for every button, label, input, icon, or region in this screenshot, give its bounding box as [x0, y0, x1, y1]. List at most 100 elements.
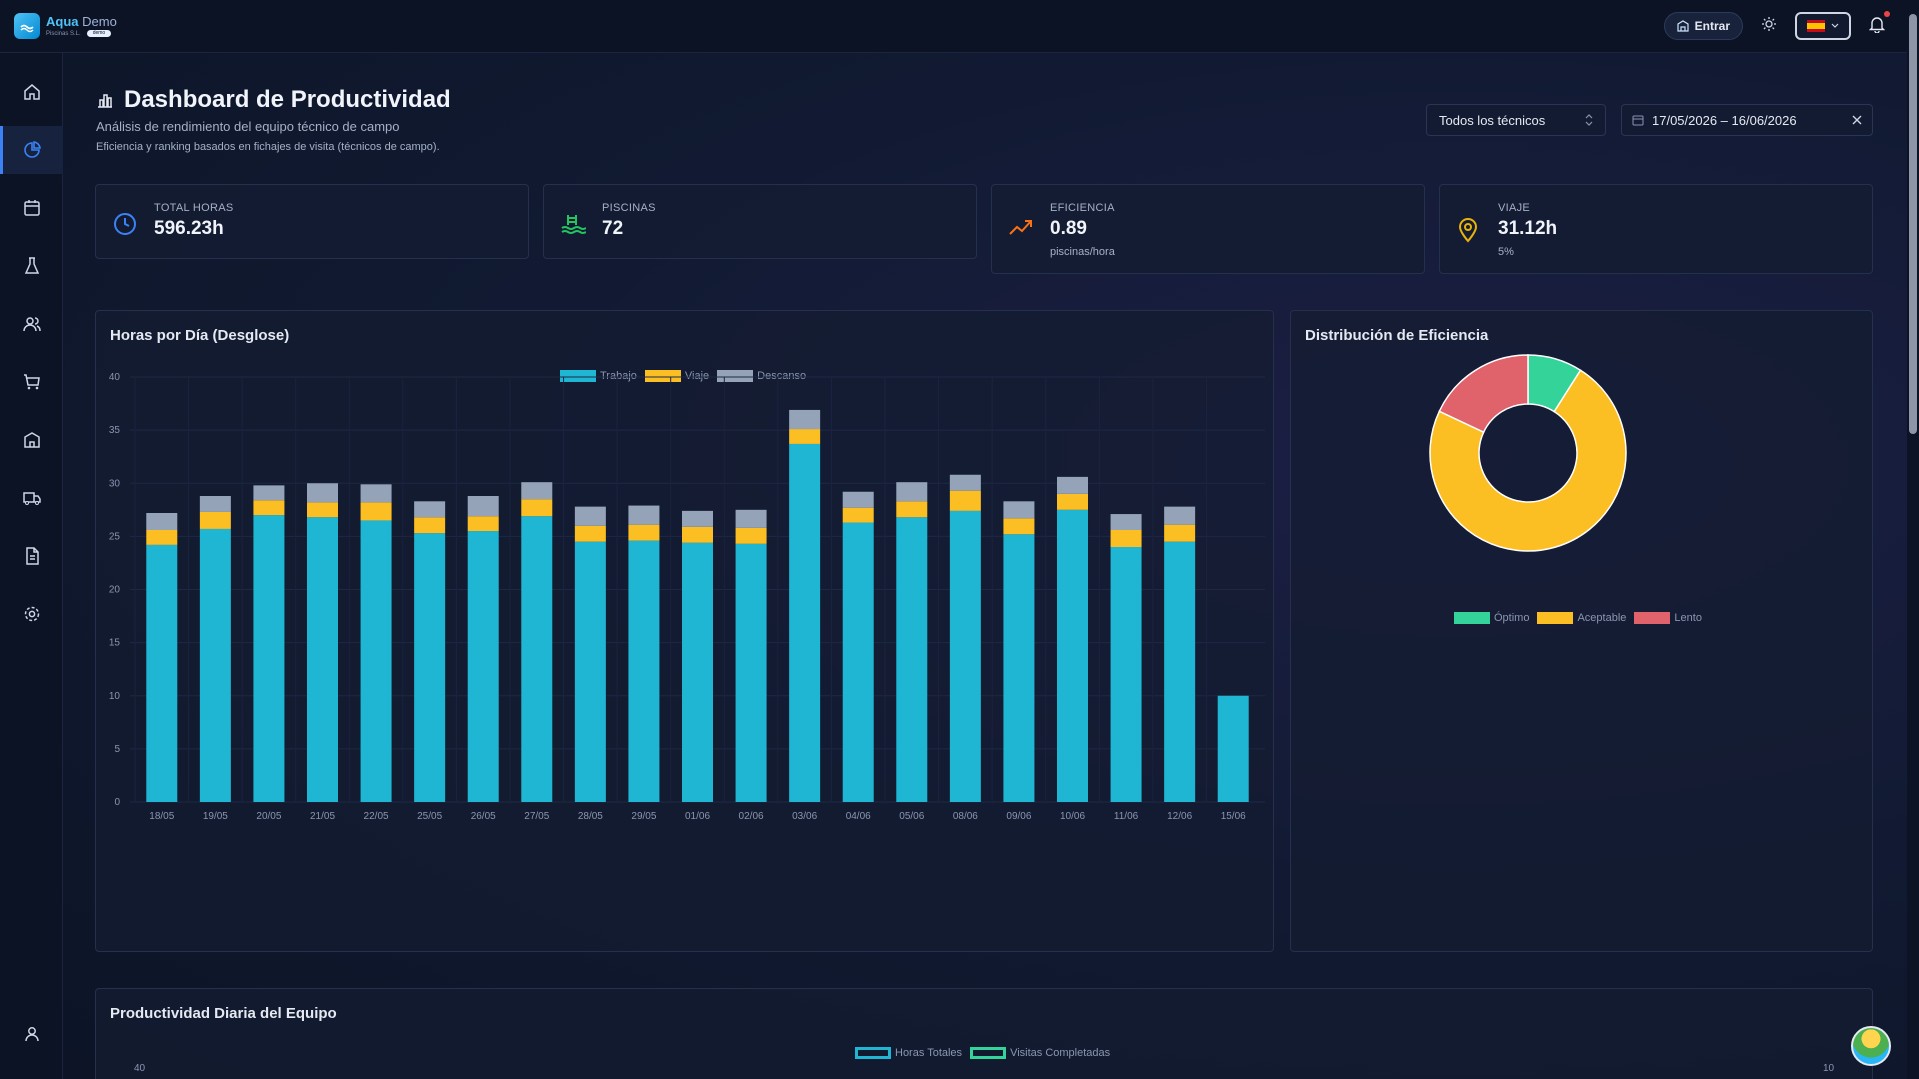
bar-segment-descanso[interactable] — [628, 505, 660, 525]
bar-segment-trabajo[interactable] — [414, 533, 446, 802]
bar-segment-viaje[interactable] — [253, 500, 285, 516]
bar-segment-descanso[interactable] — [1164, 506, 1196, 525]
sidebar-item-settings[interactable] — [0, 590, 63, 638]
bar-segment-trabajo[interactable] — [467, 531, 499, 802]
bar-segment-trabajo[interactable] — [1217, 695, 1249, 802]
sidebar-item-facilities[interactable] — [0, 416, 63, 464]
map-pin-icon — [1458, 218, 1478, 243]
bar-segment-viaje[interactable] — [842, 507, 874, 523]
bar-segment-viaje[interactable] — [521, 499, 553, 517]
bar-segment-trabajo[interactable] — [789, 443, 821, 802]
building-icon — [1677, 20, 1689, 32]
bar-segment-descanso[interactable] — [1057, 476, 1088, 494]
page-scrollbar[interactable] — [1907, 0, 1919, 1079]
bar-segment-descanso[interactable] — [199, 496, 231, 512]
bar-segment-viaje[interactable] — [1003, 518, 1035, 535]
app-logo[interactable]: Aqua Demo Piscinas S.L. demo — [14, 13, 117, 39]
bar-segment-trabajo[interactable] — [1003, 534, 1035, 802]
donut-slice-2[interactable] — [1438, 354, 1529, 434]
bar-segment-viaje[interactable] — [467, 516, 499, 532]
bar-segment-viaje[interactable] — [199, 511, 231, 529]
sidebar-item-documents[interactable] — [0, 532, 63, 580]
bar-segment-viaje[interactable] — [735, 527, 767, 544]
close-icon[interactable] — [1852, 115, 1862, 125]
technician-select[interactable]: Todos los técnicos — [1426, 104, 1606, 136]
entrar-button[interactable]: Entrar — [1663, 12, 1743, 40]
sidebar-item-users[interactable] — [0, 300, 63, 348]
bar-segment-descanso[interactable] — [842, 491, 874, 508]
bar-segment-trabajo[interactable] — [842, 522, 874, 802]
technician-select-value: Todos los técnicos — [1439, 112, 1546, 128]
notifications-button[interactable] — [1868, 10, 1890, 38]
bar-segment-descanso[interactable] — [467, 496, 499, 517]
legend-item-travel[interactable]: Viaje — [644, 370, 709, 382]
bar-segment-viaje[interactable] — [1164, 524, 1196, 542]
bar-segment-descanso[interactable] — [682, 510, 713, 527]
legend-item-slow[interactable]: Lento — [1634, 612, 1702, 624]
bar-segment-descanso[interactable] — [521, 482, 553, 500]
bar-segment-trabajo[interactable] — [896, 517, 928, 802]
date-range-picker[interactable]: 17/05/2026 – 16/06/2026 — [1621, 104, 1873, 136]
bar-segment-descanso[interactable] — [146, 513, 178, 530]
donut-slice-1[interactable] — [1429, 369, 1627, 552]
bar-segment-descanso[interactable] — [1003, 501, 1035, 519]
bar-segment-descanso[interactable] — [253, 485, 285, 501]
bar-segment-descanso[interactable] — [307, 483, 338, 503]
bar-segment-viaje[interactable] — [628, 524, 660, 541]
bar-segment-viaje[interactable] — [574, 525, 606, 542]
bar-segment-viaje[interactable] — [360, 502, 392, 521]
bar-segment-viaje[interactable] — [949, 490, 981, 511]
bar-segment-viaje[interactable] — [1110, 530, 1142, 547]
bar-segment-viaje[interactable] — [896, 501, 928, 518]
bar-segment-descanso[interactable] — [414, 501, 446, 518]
sidebar-item-shop[interactable] — [0, 358, 63, 406]
legend-item-optimal[interactable]: Óptimo — [1454, 612, 1529, 624]
bar-segment-trabajo[interactable] — [1057, 509, 1088, 802]
bar-segment-descanso[interactable] — [574, 506, 606, 526]
bar-segment-trabajo[interactable] — [1164, 541, 1196, 802]
legend-item-work[interactable]: Trabajo — [560, 370, 637, 382]
sidebar-item-calendar[interactable] — [0, 184, 63, 232]
legend-item-acceptable[interactable]: Aceptable — [1537, 612, 1626, 624]
bar-segment-trabajo[interactable] — [521, 516, 553, 802]
bar-segment-viaje[interactable] — [1057, 493, 1088, 510]
bar-segment-trabajo[interactable] — [735, 543, 767, 802]
bar-segment-descanso[interactable] — [789, 409, 821, 430]
bar-segment-trabajo[interactable] — [307, 517, 338, 802]
bar-segment-descanso[interactable] — [896, 482, 928, 502]
sidebar-item-profile[interactable] — [0, 1010, 63, 1058]
legend-item-rest[interactable]: Descanso — [717, 370, 806, 382]
bar-segment-viaje[interactable] — [789, 429, 821, 444]
theme-toggle-button[interactable] — [1761, 16, 1777, 37]
sidebar-item-delivery[interactable] — [0, 474, 63, 522]
team-productivity-panel: Productividad Diaria del Equipo Horas To… — [95, 988, 1873, 1079]
bar-segment-viaje[interactable] — [146, 530, 178, 545]
legend-label: Lento — [1674, 612, 1702, 624]
bar-segment-trabajo[interactable] — [628, 540, 660, 802]
legend-item-visits[interactable]: Visitas Completadas — [970, 1047, 1110, 1059]
legend-item-total-hours[interactable]: Horas Totales — [855, 1047, 962, 1059]
bar-segment-viaje[interactable] — [307, 502, 338, 518]
bar-segment-trabajo[interactable] — [1110, 547, 1142, 802]
legend-swatch — [1454, 612, 1490, 624]
bar-segment-trabajo[interactable] — [682, 542, 713, 802]
sidebar-item-home[interactable] — [0, 68, 63, 116]
x-tick-label: 27/05 — [524, 811, 549, 822]
bar-segment-trabajo[interactable] — [199, 528, 231, 802]
bar-segment-trabajo[interactable] — [146, 544, 178, 802]
bar-segment-viaje[interactable] — [682, 526, 713, 543]
bar-segment-viaje[interactable] — [414, 517, 446, 534]
bar-segment-trabajo[interactable] — [949, 510, 981, 802]
bar-segment-descanso[interactable] — [1110, 514, 1142, 530]
bar-segment-descanso[interactable] — [360, 484, 392, 503]
scrollbar-thumb[interactable] — [1909, 14, 1917, 434]
sidebar-item-productivity[interactable] — [0, 126, 63, 174]
sidebar-item-lab[interactable] — [0, 242, 63, 290]
bar-segment-trabajo[interactable] — [574, 541, 606, 802]
bar-segment-trabajo[interactable] — [360, 520, 392, 802]
bar-segment-trabajo[interactable] — [253, 515, 285, 802]
bar-segment-descanso[interactable] — [735, 509, 767, 528]
assistant-avatar-button[interactable] — [1851, 1026, 1891, 1066]
language-select[interactable] — [1795, 12, 1851, 40]
bar-segment-descanso[interactable] — [949, 474, 981, 491]
